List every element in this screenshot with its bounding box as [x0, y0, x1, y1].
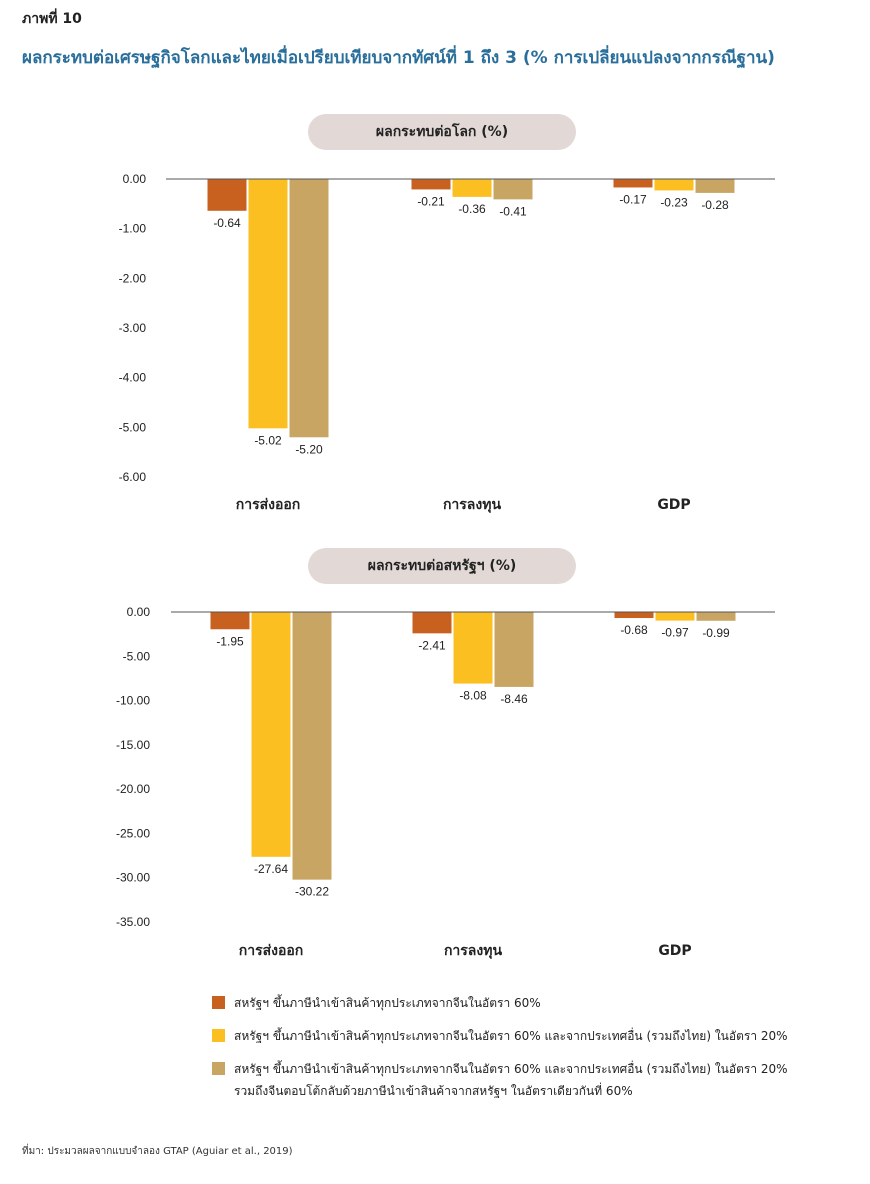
chart-2-value-label: -0.97	[661, 626, 689, 640]
legend-text-2: สหรัฐฯ ขึ้นภาษีนำเข้าสินค้าทุกประเภทจากจ…	[234, 1029, 788, 1043]
chart-2-category-label: การส่งออก	[239, 943, 304, 959]
legend: สหรัฐฯ ขึ้นภาษีนำเข้าสินค้าทุกประเภทจากจ…	[212, 992, 832, 1113]
chart-1-value-label: -0.28	[701, 198, 729, 212]
chart-1-value-label: -0.17	[619, 192, 647, 206]
chart-1-ytick: -6.00	[119, 470, 147, 484]
chart-1-bar	[248, 179, 288, 429]
chart-1-ytick: -4.00	[119, 371, 147, 385]
chart-2-ytick: -30.00	[116, 871, 150, 885]
chart-2-value-label: -30.22	[295, 885, 329, 899]
chart-1-value-label: -5.02	[254, 433, 282, 447]
chart-1-value-label: -0.41	[499, 204, 527, 218]
chart-2-value-label: -0.68	[620, 623, 648, 637]
source-note: ที่มา: ประมวลผลจากแบบจำลอง GTAP (Aguiar …	[22, 1146, 293, 1157]
chart-2-ytick: -10.00	[116, 694, 150, 708]
chart-2-ytick: 0.00	[127, 605, 151, 619]
chart-1-bar	[452, 179, 492, 197]
chart-2-ytick: -20.00	[116, 782, 150, 796]
chart-1-bar	[493, 179, 533, 200]
figure-label: ภาพที่ 10	[22, 11, 82, 27]
chart-1-bar	[207, 179, 247, 211]
legend-swatch-3	[212, 1062, 225, 1075]
chart-world: 0.00 -1.00 -2.00 -3.00 -4.00 -5.00 -6.00 -0.64 -…	[119, 172, 775, 513]
chart-2-ytick: -5.00	[123, 649, 151, 663]
chart-1-bar	[613, 179, 653, 188]
chart-2-ytick: -35.00	[116, 915, 150, 929]
legend-item-1: สหรัฐฯ ขึ้นภาษีนำเข้าสินค้าทุกประเภทจากจ…	[212, 992, 832, 1014]
chart-2-bar	[614, 612, 654, 619]
chart-1-value-label: -0.64	[213, 216, 241, 230]
chart-2-value-label: -8.08	[459, 689, 487, 703]
chart-1-value-label: -0.36	[458, 202, 486, 216]
chart-2-category-label: การลงทุน	[444, 943, 503, 959]
chart-2-bar	[292, 612, 332, 880]
chart-2-value-label: -1.95	[216, 634, 244, 648]
chart-2-ytick: -25.00	[116, 826, 150, 840]
chart-1-bar	[695, 179, 735, 193]
chart-1-category-label: GDP	[657, 497, 690, 513]
chart-1-ytick: -2.00	[119, 271, 147, 285]
chart-1-ytick: -5.00	[119, 420, 147, 434]
chart-us: 0.00 -5.00 -10.00 -15.00 -20.00 -25.00 -30.00 -…	[116, 605, 775, 959]
chart-2-title: ผลกระทบต่อสหรัฐฯ (%)	[308, 548, 576, 584]
chart-1-value-label: -0.23	[660, 195, 688, 209]
chart-1-value-label: -0.21	[417, 194, 445, 208]
chart-2-bar	[696, 612, 736, 621]
chart-2-value-label: -8.46	[500, 692, 528, 706]
chart-2-category-label: GDP	[658, 943, 691, 959]
chart-2-value-label: -0.99	[702, 626, 730, 640]
chart-1-category-label: การส่งออก	[236, 497, 301, 513]
chart-1-bar	[654, 179, 694, 191]
chart-2-ytick: -15.00	[116, 738, 150, 752]
chart-2-bar	[412, 612, 452, 634]
legend-item-3: สหรัฐฯ ขึ้นภาษีนำเข้าสินค้าทุกประเภทจากจ…	[212, 1058, 832, 1102]
chart-1-bar	[289, 179, 329, 438]
chart-2-bar	[494, 612, 534, 687]
chart-1-ytick: -3.00	[119, 321, 147, 335]
chart-1-bar	[411, 179, 451, 190]
chart-2-bar	[210, 612, 250, 630]
legend-swatch-2	[212, 1029, 225, 1042]
legend-text-3b: รวมถึงจีนตอบโต้กลับด้วยภาษีนำเข้าสินค้าจ…	[234, 1084, 633, 1098]
chart-1-ytick: -1.00	[119, 222, 147, 236]
chart-2-value-label: -2.41	[418, 638, 446, 652]
chart-2-value-label: -27.64	[254, 862, 288, 876]
chart-1-category-label: การลงทุน	[443, 497, 502, 513]
chart-1-value-label: -5.20	[295, 442, 323, 456]
chart-1-title: ผลกระทบต่อโลก (%)	[308, 114, 576, 150]
legend-text-1: สหรัฐฯ ขึ้นภาษีนำเข้าสินค้าทุกประเภทจากจ…	[234, 996, 541, 1010]
legend-item-2: สหรัฐฯ ขึ้นภาษีนำเข้าสินค้าทุกประเภทจากจ…	[212, 1025, 832, 1047]
figure-title: ผลกระทบต่อเศรษฐกิจโลกและไทยเมื่อเปรียบเท…	[22, 48, 775, 68]
legend-swatch-1	[212, 996, 225, 1009]
chart-1-ytick: 0.00	[123, 172, 147, 186]
chart-2-bar	[655, 612, 695, 621]
chart-2-bar	[453, 612, 493, 684]
chart-2-bar	[251, 612, 291, 857]
legend-text-3: สหรัฐฯ ขึ้นภาษีนำเข้าสินค้าทุกประเภทจากจ…	[234, 1062, 788, 1076]
